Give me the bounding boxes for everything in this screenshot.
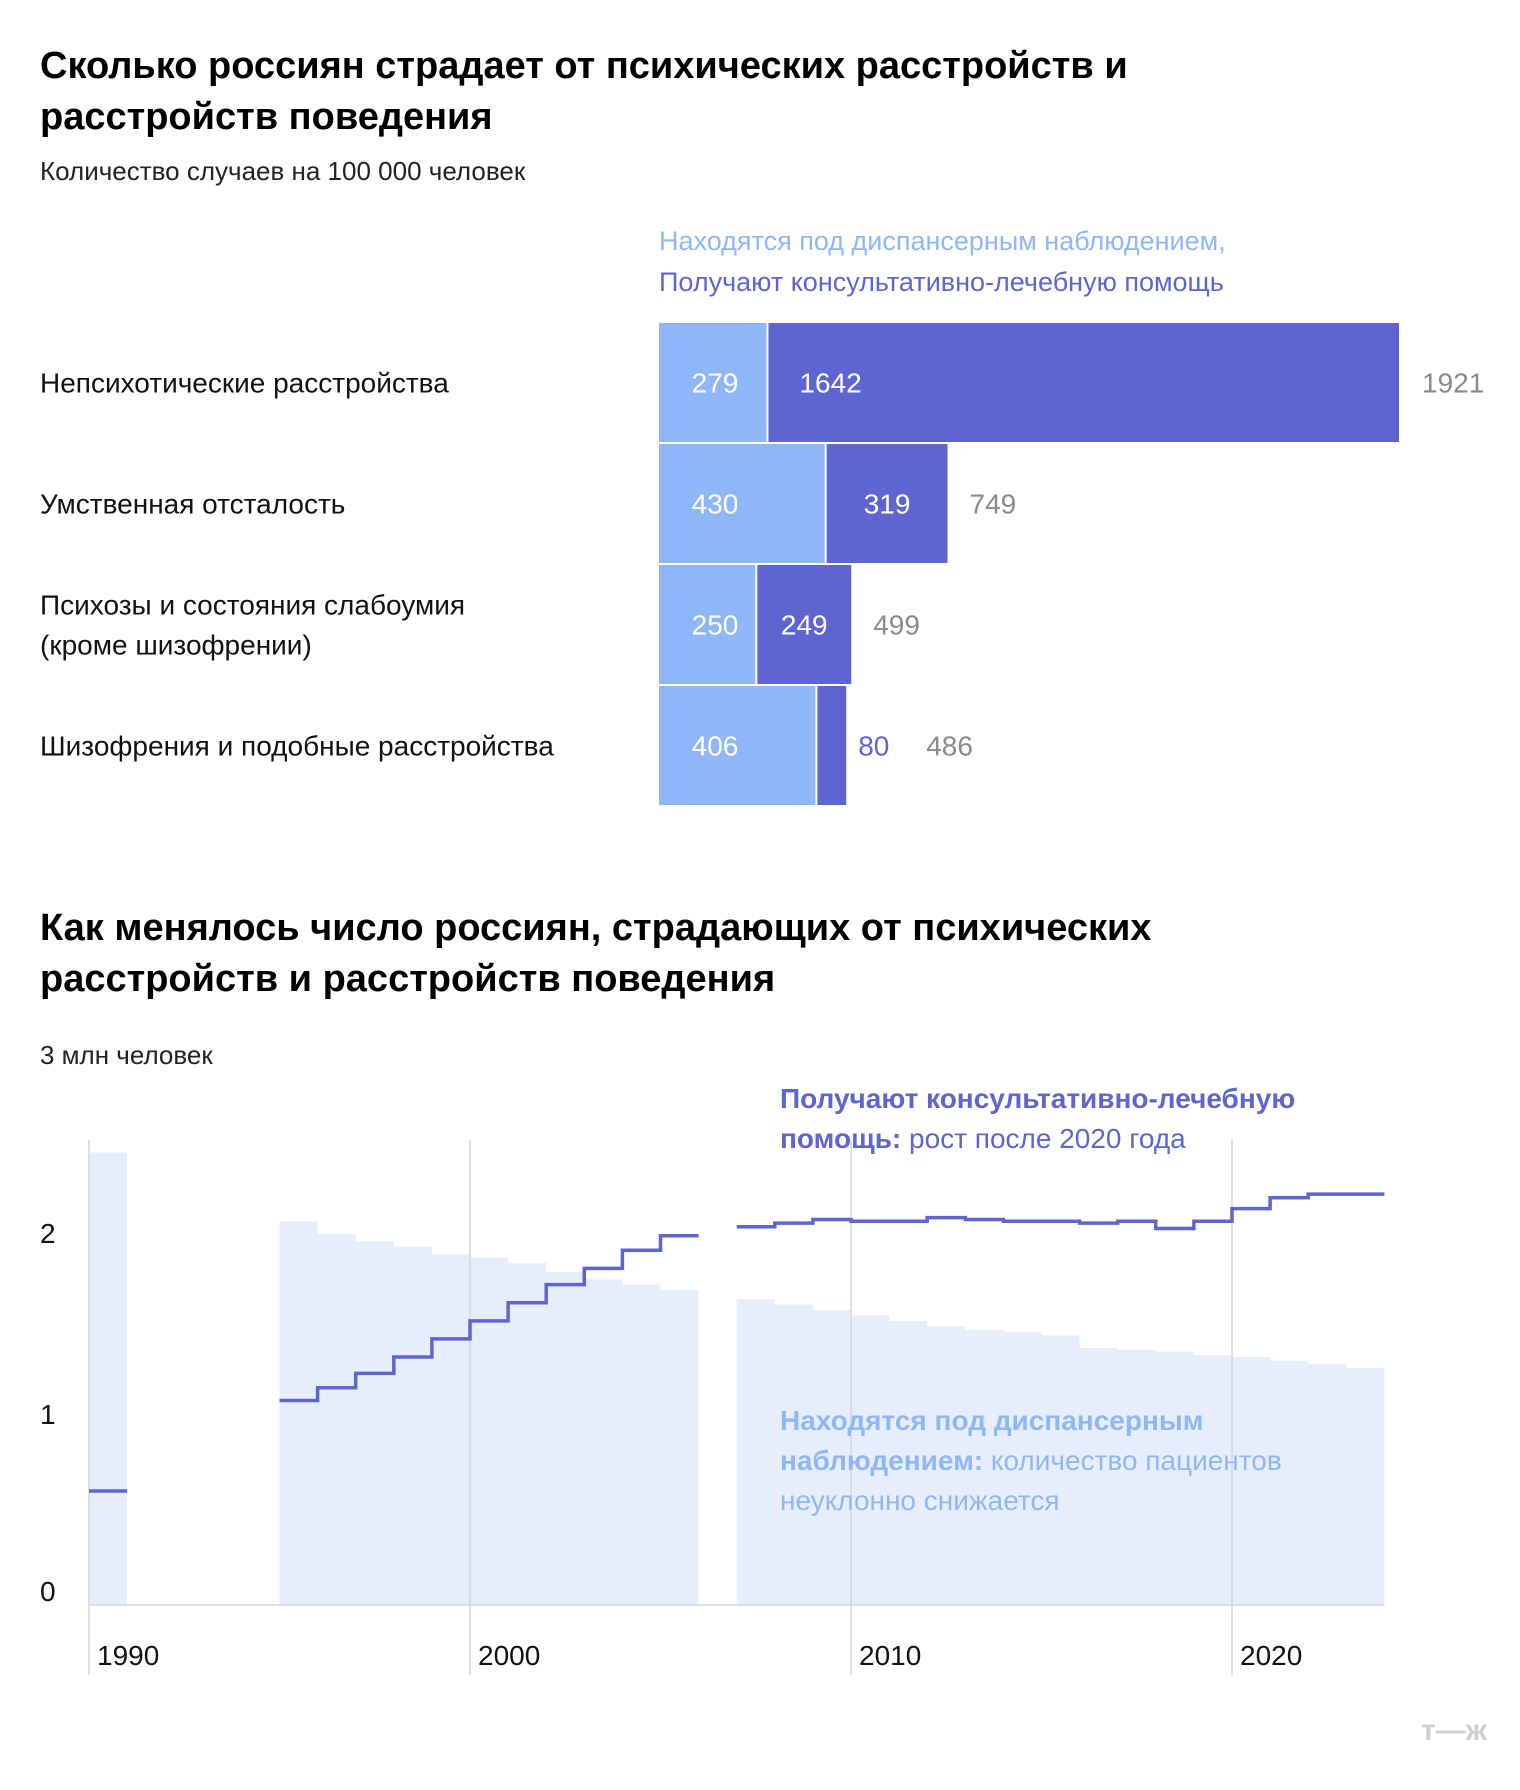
bar-total: 749 [970, 489, 1017, 520]
bars-group: 279 1642 1921 Непсихотические расстройства 4… [40, 323, 1484, 805]
logo: т—ж [1421, 1714, 1488, 1747]
y-tick-label: 0 [40, 1576, 56, 1607]
bar-consultative [826, 444, 948, 563]
annotation-dispensary-line: неуклонно снижается [780, 1485, 1060, 1516]
bar-chart: Сколько россиян страдает от психических … [40, 45, 1484, 805]
bar-dispensary [659, 565, 756, 684]
line-consultative [279, 1234, 699, 1403]
annotation-dispensary-line: наблюдением: количество пациентов [780, 1445, 1282, 1476]
y-tick-label: 1 [40, 1399, 56, 1430]
category-label: Шизофрения и подобные расстройства [40, 731, 554, 762]
x-tick-label: 1990 [97, 1640, 159, 1671]
bar-value-dispensary: 430 [692, 489, 739, 520]
area-dispensary [279, 1221, 699, 1605]
bar-value-consultative: 249 [781, 610, 828, 641]
plot-group: 1990 2000 2010 2020 0 1 2 Получают консультатив… [40, 1083, 1385, 1675]
category-label: (кроме шизофрении) [40, 630, 312, 661]
line-consultative [736, 1192, 1385, 1231]
bar-total: 486 [926, 731, 973, 762]
x-tick-label: 2000 [478, 1640, 540, 1671]
chart1-subtitle: Количество случаев на 100 000 человек [40, 156, 526, 186]
x-tick-label: 2020 [1240, 1640, 1302, 1671]
annotation-dispensary-line: Находятся под диспансерным [780, 1405, 1204, 1436]
chart2-unit-label: 3 млн человек [40, 1040, 213, 1070]
legend-dispensary: Находятся под диспансерным наблюдением, [659, 226, 1226, 256]
annotation-consultative-line: помощь: рост после 2020 года [780, 1123, 1186, 1154]
area-dispensary [89, 1152, 128, 1605]
annotation-consultative-line: Получают консультативно-лечебную [780, 1083, 1295, 1114]
bar-value-dispensary: 279 [692, 368, 739, 399]
bar-consultative [757, 565, 852, 684]
legend-consultative: Получают консультативно-лечебную помощь [659, 267, 1224, 297]
bar-dispensary [659, 444, 825, 563]
bar-dispensary [659, 323, 767, 442]
chart2-title-line2: расстройств и расстройств поведения [40, 958, 775, 1000]
area-dispensary [736, 1299, 1385, 1605]
bar-value-consultative: 1642 [799, 368, 861, 399]
bar-consultative [817, 686, 847, 805]
category-label: Психозы и состояния слабоумия [40, 590, 465, 621]
bar-value-consultative: 319 [864, 489, 911, 520]
chart1-title-line2: расстройств поведения [40, 96, 493, 138]
chart1-title-line1: Сколько россиян страдает от психических … [40, 45, 1128, 87]
bar-value-dispensary: 250 [692, 610, 739, 641]
bar-consultative [768, 323, 1399, 442]
category-label: Непсихотические расстройства [40, 368, 449, 399]
bar-value-consultative: 80 [858, 731, 889, 762]
y-tick-label: 2 [40, 1218, 56, 1249]
x-tick-label: 2010 [859, 1640, 921, 1671]
bar-total: 1921 [1422, 368, 1484, 399]
bar-total: 499 [873, 610, 920, 641]
bar-value-dispensary: 406 [692, 731, 739, 762]
chart2-title-line1: Как менялось число россиян, страдающих о… [40, 907, 1152, 949]
bar-dispensary [659, 686, 816, 805]
category-label: Умственная отсталость [40, 489, 345, 520]
